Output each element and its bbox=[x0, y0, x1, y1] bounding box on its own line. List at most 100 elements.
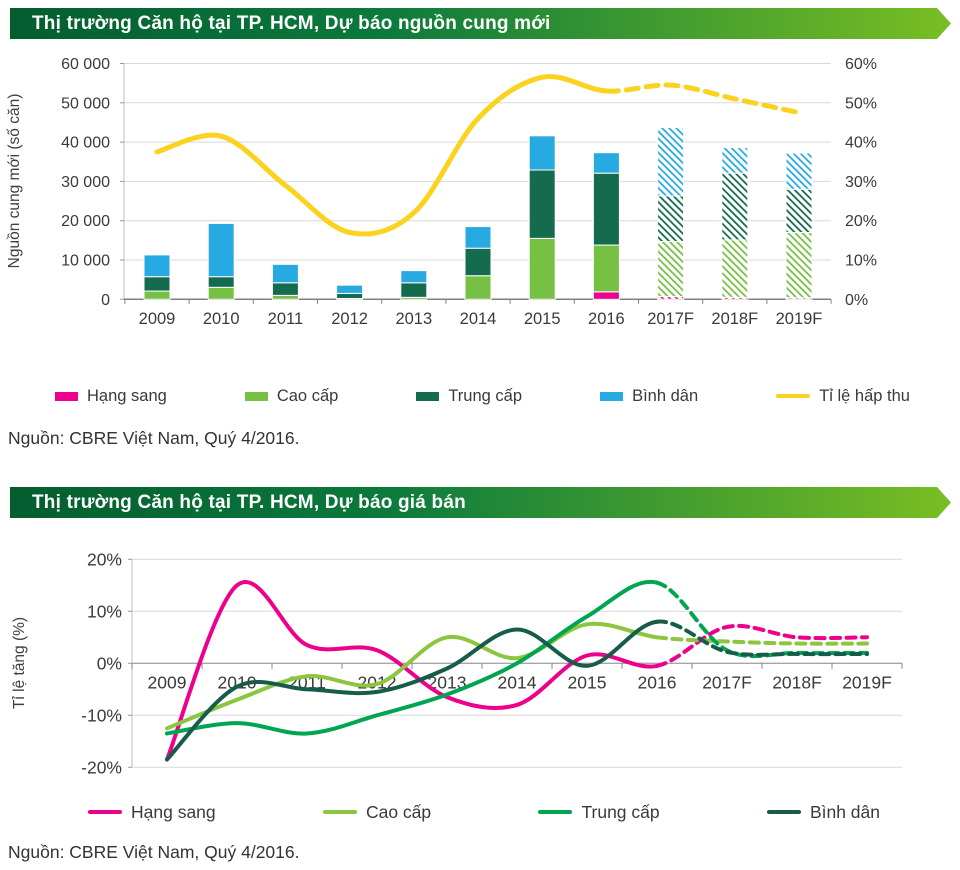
absorption-line bbox=[154, 73, 802, 237]
bar-segment bbox=[528, 135, 556, 171]
price-chart: 20%10%0%-10%-20%2009 2010 2011 2012 2013 2014… bbox=[11, 549, 903, 777]
svg-text:2019F: 2019F bbox=[776, 310, 823, 328]
svg-text:20 000: 20 000 bbox=[61, 213, 110, 230]
bar-segment bbox=[528, 169, 556, 239]
svg-text:2015: 2015 bbox=[568, 673, 607, 693]
svg-text:20%: 20% bbox=[87, 549, 122, 569]
line-forecast-Trung cấp bbox=[655, 580, 869, 659]
bar-segment bbox=[464, 275, 492, 300]
svg-text:2015: 2015 bbox=[524, 310, 561, 328]
bar-segment bbox=[143, 254, 171, 278]
svg-text:2018F: 2018F bbox=[772, 673, 822, 693]
legend-label: Bình dân bbox=[809, 801, 880, 822]
supply-chart-title-banner: Thị trường Căn hộ tại TP. HCM, Dự báo ng… bbox=[10, 8, 951, 39]
bar-segment bbox=[785, 188, 813, 233]
svg-text:2013: 2013 bbox=[428, 673, 467, 693]
svg-text:30%: 30% bbox=[845, 174, 877, 191]
svg-text:50%: 50% bbox=[845, 95, 877, 112]
hang-sang-swatch bbox=[88, 810, 122, 814]
svg-text:10%: 10% bbox=[87, 601, 122, 621]
svg-text:2009: 2009 bbox=[139, 310, 176, 328]
bar-segment bbox=[721, 172, 749, 241]
svg-text:2016: 2016 bbox=[588, 310, 625, 328]
left-axis-title: Nguồn cung mới (số căn) bbox=[6, 94, 23, 269]
svg-text:2011: 2011 bbox=[268, 310, 303, 328]
bar-segment bbox=[143, 290, 171, 300]
legend-item-hang-sang: Hạng sang bbox=[88, 802, 216, 823]
bar-segment bbox=[785, 152, 813, 190]
gridlines: 0 0% 10 000 10% 20 000 20% 30 000 30% 40 000 40% 5… bbox=[61, 56, 877, 309]
bar-segment bbox=[143, 276, 171, 292]
legend-label: Hạng sang bbox=[131, 801, 216, 822]
legend-label: Tỉ lệ hấp thu bbox=[819, 386, 910, 405]
bar-segment bbox=[657, 241, 685, 298]
bar-segment bbox=[721, 147, 749, 174]
svg-text:60 000: 60 000 bbox=[61, 56, 110, 73]
cao-cap-swatch bbox=[322, 810, 357, 814]
legend-label: Cao cấp bbox=[365, 801, 432, 822]
svg-text:50 000: 50 000 bbox=[61, 95, 110, 112]
binh-dan-swatch bbox=[766, 810, 801, 814]
price-chart-title: Thị trường Căn hộ tại TP. HCM, Dự báo gi… bbox=[32, 491, 466, 513]
bar-segment bbox=[400, 270, 428, 284]
gridlines: 20% 10% 0% -10% -20% bbox=[81, 549, 902, 777]
bar-segment bbox=[464, 226, 492, 249]
svg-text:40 000: 40 000 bbox=[61, 135, 110, 152]
legend-label: Hạng sang bbox=[87, 386, 167, 405]
bar-segment bbox=[336, 292, 364, 300]
svg-text:-10%: -10% bbox=[81, 705, 122, 725]
price-lines bbox=[165, 579, 869, 762]
svg-text:60%: 60% bbox=[845, 56, 877, 73]
bar-segment bbox=[271, 294, 299, 300]
left-axis-title: Tỉ lệ tăng (%) bbox=[11, 617, 28, 709]
bar-segment bbox=[657, 195, 685, 243]
svg-text:2010: 2010 bbox=[218, 673, 257, 693]
legend-item-trung-cap: Trung cấp bbox=[416, 387, 522, 406]
line-Bình dân bbox=[165, 619, 659, 762]
supply-chart-legend: Hạng sang Cao cấp Trung cấp Bình dân Tỉ … bbox=[55, 383, 910, 409]
line-Trung cấp bbox=[165, 579, 659, 736]
price-chart-title-banner: Thị trường Căn hộ tại TP. HCM, Dự báo gi… bbox=[10, 487, 951, 518]
line-forecast-Cao cấp bbox=[655, 635, 869, 646]
legend-item-hang-sang: Hạng sang bbox=[55, 387, 167, 406]
bar-segment bbox=[271, 282, 299, 296]
legend-label: Cao cấp bbox=[276, 386, 339, 405]
hang-sang-swatch bbox=[55, 391, 78, 401]
cao-cap-swatch bbox=[244, 391, 268, 401]
axes bbox=[128, 558, 903, 768]
legend-item-binh-dan: Bình dân bbox=[766, 801, 880, 823]
bar-segment bbox=[207, 286, 235, 300]
svg-text:10 000: 10 000 bbox=[61, 253, 110, 270]
svg-text:2019F: 2019F bbox=[842, 673, 892, 693]
line-Hạng sang bbox=[165, 580, 659, 762]
svg-text:20%: 20% bbox=[845, 213, 877, 230]
bar-segment bbox=[657, 127, 685, 197]
svg-text:30 000: 30 000 bbox=[61, 174, 110, 191]
line-forecast-Bình dân bbox=[655, 619, 869, 657]
legend-label: Bình dân bbox=[632, 386, 699, 405]
svg-text:0%: 0% bbox=[97, 653, 122, 673]
svg-text:-20%: -20% bbox=[81, 757, 122, 777]
svg-text:10%: 10% bbox=[845, 253, 877, 270]
legend-item-trung-cap: Trung cấp bbox=[538, 802, 660, 823]
legend-item-cao-cap: Cao cấp bbox=[244, 386, 339, 406]
bar-segment bbox=[592, 291, 620, 300]
x-axis-labels: 2009 2010 2011 2012 2013 2014 2015 2016 2017F 201… bbox=[139, 310, 823, 328]
trung-cap-swatch bbox=[538, 810, 573, 814]
svg-text:2009: 2009 bbox=[148, 673, 187, 693]
bar-segment bbox=[721, 239, 749, 298]
svg-text:2014: 2014 bbox=[460, 310, 497, 328]
svg-text:2017F: 2017F bbox=[647, 310, 694, 328]
bar-segment bbox=[271, 263, 299, 284]
bar-segment bbox=[592, 172, 620, 246]
supply-chart-source: Nguồn: CBRE Việt Nam, Quý 4/2016. bbox=[8, 428, 300, 448]
svg-text:2018F: 2018F bbox=[711, 310, 758, 328]
svg-text:2017F: 2017F bbox=[702, 673, 752, 693]
line-forecast-Hạng sang bbox=[655, 623, 869, 668]
svg-text:2012: 2012 bbox=[331, 310, 368, 328]
bar-segment bbox=[207, 222, 235, 278]
legend-item-binh-dan: Bình dân bbox=[600, 387, 698, 406]
bar-segment bbox=[528, 237, 556, 300]
svg-text:0: 0 bbox=[101, 292, 110, 309]
